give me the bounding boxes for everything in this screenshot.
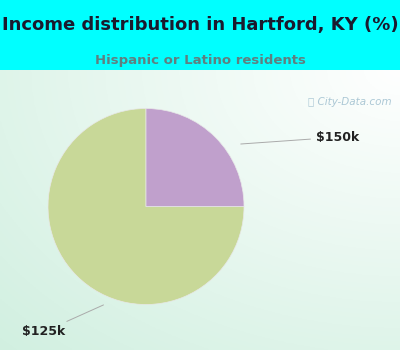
Text: ⓘ City-Data.com: ⓘ City-Data.com — [308, 97, 392, 107]
Text: Income distribution in Hartford, KY (%): Income distribution in Hartford, KY (%) — [2, 16, 398, 34]
Wedge shape — [48, 108, 244, 304]
Wedge shape — [146, 108, 244, 206]
Text: $125k: $125k — [22, 305, 104, 338]
Text: $150k: $150k — [241, 131, 359, 144]
Text: Hispanic or Latino residents: Hispanic or Latino residents — [94, 55, 306, 68]
